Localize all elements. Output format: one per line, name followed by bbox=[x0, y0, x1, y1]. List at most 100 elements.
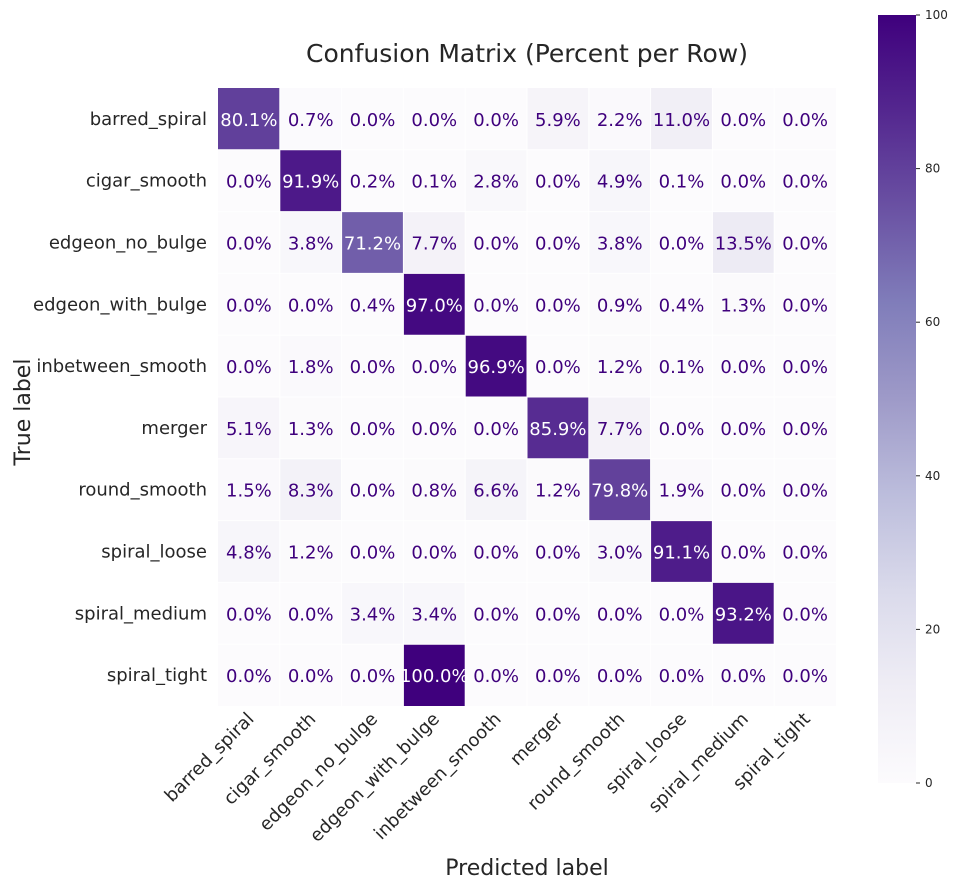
cell-value-label: 6.6% bbox=[473, 481, 519, 502]
cell-value-label: 1.2% bbox=[597, 357, 643, 378]
heatmap-cell bbox=[712, 88, 775, 150]
heatmap-cell bbox=[218, 644, 280, 706]
cell-value-label: 96.9% bbox=[468, 357, 525, 378]
cell-value-label: 0.0% bbox=[782, 357, 828, 378]
heatmap-cell bbox=[650, 88, 713, 150]
heatmap-cell bbox=[650, 520, 713, 583]
cell-value-label: 3.4% bbox=[350, 604, 396, 625]
heatmap-cell bbox=[712, 149, 775, 212]
cell-value-label: 0.0% bbox=[411, 419, 457, 440]
row-tick-label: spiral_medium bbox=[75, 603, 207, 624]
heatmap-cell bbox=[341, 335, 404, 397]
cell-value-label: 0.0% bbox=[782, 172, 828, 193]
cell-value-label: 0.0% bbox=[473, 666, 519, 687]
heatmap-cell bbox=[279, 458, 342, 521]
cell-value-label: 0.4% bbox=[350, 295, 396, 316]
cell-value-label: 0.0% bbox=[782, 543, 828, 564]
heatmap-cell bbox=[279, 211, 342, 274]
heatmap-cell bbox=[650, 397, 713, 459]
x-axis-label: Predicted label bbox=[445, 856, 608, 881]
heatmap-cell bbox=[650, 582, 713, 645]
heatmap-cell bbox=[403, 582, 466, 645]
heatmap-cell bbox=[218, 520, 280, 583]
cell-value-label: 5.9% bbox=[535, 110, 581, 131]
heatmap-cell bbox=[279, 644, 342, 706]
cell-value-label: 1.5% bbox=[226, 481, 272, 502]
heatmap-cell bbox=[527, 88, 589, 150]
heatmap-cell bbox=[774, 335, 836, 397]
heatmap-cell bbox=[341, 211, 404, 274]
cell-value-label: 0.0% bbox=[473, 295, 519, 316]
cell-value-label: 0.4% bbox=[659, 295, 705, 316]
heatmap-cell bbox=[218, 273, 280, 336]
heatmap-cell bbox=[279, 273, 342, 336]
cell-value-label: 0.0% bbox=[288, 295, 334, 316]
heatmap-cell bbox=[465, 582, 527, 645]
heatmap-cell bbox=[588, 397, 651, 459]
heatmap-cell bbox=[774, 397, 836, 459]
cell-value-label: 11.0% bbox=[653, 110, 710, 131]
cell-value-label: 0.0% bbox=[411, 357, 457, 378]
heatmap-cell bbox=[218, 458, 280, 521]
column-tick-label: edgeon_no_bulge bbox=[255, 709, 382, 836]
cell-value-label: 0.0% bbox=[597, 604, 643, 625]
cell-value-label: 0.0% bbox=[782, 234, 828, 255]
cell-value-label: 3.4% bbox=[411, 604, 457, 625]
cell-value-label: 0.0% bbox=[535, 543, 581, 564]
heatmap-cell bbox=[403, 520, 466, 583]
heatmap-cell bbox=[588, 149, 651, 212]
cell-value-label: 0.0% bbox=[226, 666, 272, 687]
cell-value-label: 0.0% bbox=[720, 357, 766, 378]
heatmap-cell bbox=[774, 88, 836, 150]
row-tick-label: spiral_tight bbox=[107, 665, 207, 686]
cell-value-label: 1.2% bbox=[288, 543, 334, 564]
cell-value-label: 4.9% bbox=[597, 172, 643, 193]
cell-value-label: 7.7% bbox=[411, 234, 457, 255]
cell-value-label: 0.7% bbox=[288, 110, 334, 131]
heatmap-cell bbox=[527, 149, 589, 212]
heatmap-cell bbox=[341, 582, 404, 645]
row-tick-label: barred_spiral bbox=[90, 109, 207, 130]
cell-value-label: 0.0% bbox=[226, 295, 272, 316]
heatmap-cell bbox=[650, 273, 713, 336]
cell-value-label: 0.2% bbox=[350, 172, 396, 193]
heatmap-cell bbox=[588, 644, 651, 706]
cell-value-label: 93.2% bbox=[715, 604, 772, 625]
cell-value-label: 0.1% bbox=[659, 357, 705, 378]
cell-value-label: 0.0% bbox=[350, 110, 396, 131]
cell-value-label: 0.9% bbox=[597, 295, 643, 316]
heatmap-cell bbox=[527, 644, 589, 706]
heatmap-cell bbox=[341, 644, 404, 706]
cell-value-label: 0.0% bbox=[597, 666, 643, 687]
heatmap-cell bbox=[279, 88, 342, 150]
heatmap-cell bbox=[465, 520, 527, 583]
heatmap-cell bbox=[527, 458, 589, 521]
cell-value-label: 3.0% bbox=[597, 543, 643, 564]
cell-value-label: 80.1% bbox=[220, 110, 277, 131]
heatmap-cell bbox=[650, 335, 713, 397]
cell-value-label: 0.0% bbox=[659, 666, 705, 687]
cell-value-label: 0.0% bbox=[782, 110, 828, 131]
heatmap-cell bbox=[527, 273, 589, 336]
row-tick-label: cigar_smooth bbox=[86, 171, 207, 192]
heatmap-cell bbox=[650, 644, 713, 706]
row-tick-label: edgeon_with_bulge bbox=[33, 294, 207, 315]
heatmap-cell bbox=[712, 211, 775, 274]
heatmap-cell bbox=[465, 88, 527, 150]
cell-value-label: 79.8% bbox=[591, 481, 648, 502]
heatmap-cell bbox=[218, 149, 280, 212]
cell-value-label: 100.0% bbox=[400, 666, 469, 687]
heatmap-cell bbox=[465, 149, 527, 212]
cell-value-label: 0.0% bbox=[535, 604, 581, 625]
cell-value-label: 0.0% bbox=[720, 666, 766, 687]
cell-value-label: 0.0% bbox=[535, 357, 581, 378]
cell-value-label: 0.0% bbox=[226, 172, 272, 193]
heatmap-cell bbox=[527, 211, 589, 274]
heatmap-cell bbox=[218, 582, 280, 645]
heatmap-cell bbox=[588, 458, 651, 521]
cell-value-label: 0.0% bbox=[411, 543, 457, 564]
colorbar-tick-label: 0 bbox=[925, 776, 933, 790]
cell-value-label: 0.0% bbox=[535, 234, 581, 255]
cell-value-label: 0.0% bbox=[659, 419, 705, 440]
cell-value-label: 7.7% bbox=[597, 419, 643, 440]
